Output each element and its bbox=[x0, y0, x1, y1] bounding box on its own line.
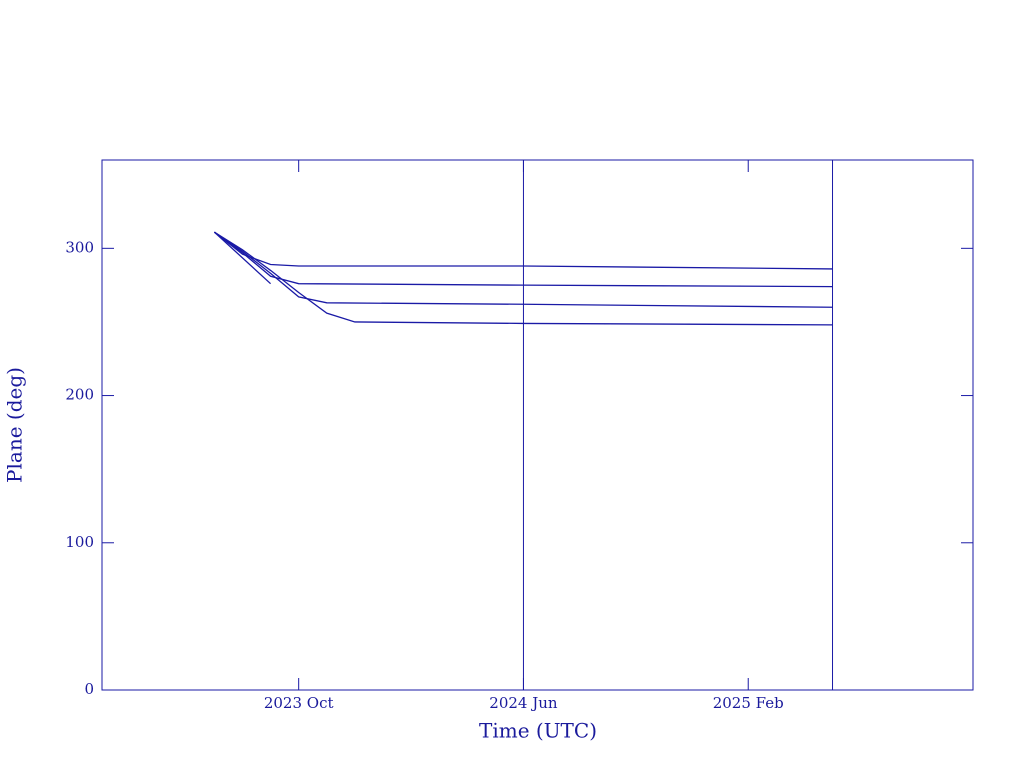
data-line bbox=[213, 231, 833, 270]
data-line bbox=[214, 231, 833, 308]
x-axis-label: Time (UTC) bbox=[479, 719, 597, 743]
y-tick-label: 300 bbox=[65, 238, 94, 256]
x-tick-label: 2024 Jun bbox=[489, 694, 558, 712]
data-line bbox=[214, 231, 833, 288]
data-line bbox=[214, 231, 833, 326]
y-tick-label: 200 bbox=[65, 386, 94, 404]
x-tick-label: 2023 Oct bbox=[264, 694, 334, 712]
x-tick-label: 2025 Feb bbox=[713, 694, 784, 712]
plot-frame bbox=[101, 159, 974, 691]
y-axis-label: Plane (deg) bbox=[3, 367, 27, 483]
y-tick-label: 100 bbox=[65, 533, 94, 551]
y-tick-label: 0 bbox=[84, 680, 94, 698]
data-line bbox=[213, 231, 272, 285]
